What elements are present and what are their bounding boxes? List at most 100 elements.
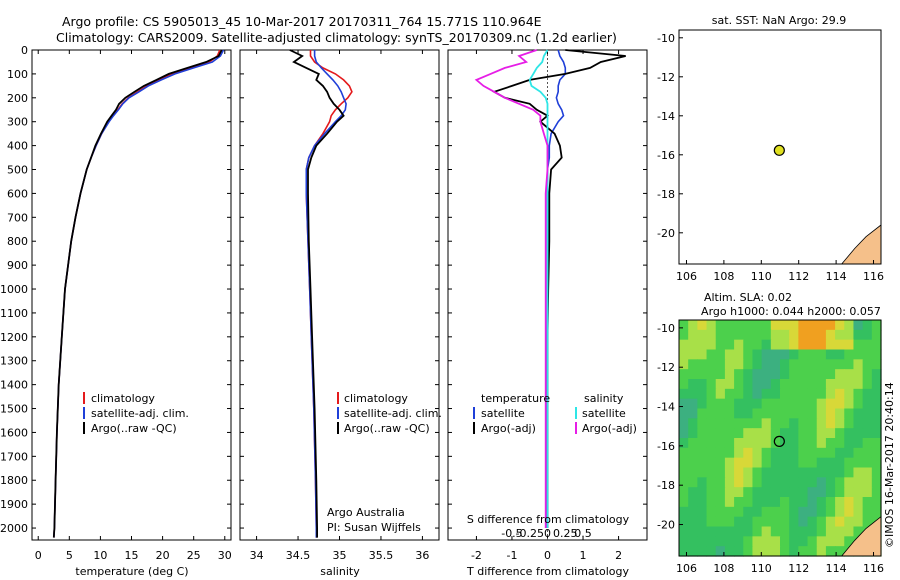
sla-cell <box>770 339 781 351</box>
legend-argo: Argo(..raw -QC) <box>344 422 430 435</box>
sla-cell <box>780 398 790 410</box>
sla-cell <box>724 526 735 537</box>
sla-cell <box>706 477 717 488</box>
sla-cell <box>706 467 717 478</box>
legend-sat: satellite-adj. clim. <box>344 407 442 420</box>
sla-cell <box>724 408 735 419</box>
sla-cell <box>825 329 836 341</box>
sla-cell <box>816 526 827 537</box>
sla-cell <box>715 457 726 469</box>
sla-cell <box>853 329 864 341</box>
lat-tick-label: -20 <box>657 227 675 240</box>
figure-title-line1: Argo profile: CS 5905013_45 10-Mar-2017 … <box>62 14 542 29</box>
sla-cell <box>780 349 790 360</box>
sla-cell <box>825 359 836 370</box>
sla-cell <box>816 516 827 528</box>
sla-cell <box>761 359 772 370</box>
sla-cell <box>789 349 799 360</box>
sla-cell <box>825 339 836 351</box>
sla-cell <box>798 487 809 498</box>
s-tick-label: 0.5 <box>574 527 592 540</box>
sla-cell <box>807 388 818 400</box>
sla-cell <box>724 546 735 557</box>
sla-cell <box>688 536 698 547</box>
sla-cell <box>862 339 873 351</box>
lat-tick-label: -14 <box>657 401 675 414</box>
sla-cell <box>825 546 836 557</box>
sla-cell <box>706 546 717 557</box>
sla-cell <box>743 516 754 528</box>
sla-cell <box>770 467 781 478</box>
sla-cell <box>798 408 809 419</box>
sla-cell <box>697 428 708 439</box>
sla-cell <box>688 477 698 488</box>
sla-cell <box>825 487 836 498</box>
sla-cell <box>835 516 845 528</box>
sla-cell <box>844 428 855 439</box>
sla-cell <box>798 506 809 518</box>
sla-cell <box>752 447 763 459</box>
sla-cell <box>844 457 855 469</box>
sla-cell <box>844 516 855 528</box>
sla-cell <box>734 457 744 469</box>
sla-map-title-line1: Altim. SLA: 0.02 <box>704 291 792 304</box>
sla-cell <box>688 320 698 331</box>
sla-cell <box>789 516 799 528</box>
sla-cell <box>816 428 827 439</box>
sla-cell <box>761 477 772 488</box>
sla-cell <box>697 329 708 341</box>
sla-cell <box>715 516 726 528</box>
sla-cell <box>816 388 827 400</box>
lat-tick-label: -10 <box>657 322 675 335</box>
sla-cell <box>724 379 735 390</box>
sla-cell <box>734 398 744 410</box>
sla-cell <box>862 506 873 518</box>
sla-cell <box>825 369 836 380</box>
sla-cell <box>679 467 689 478</box>
lon-tick-label: 112 <box>788 562 809 575</box>
sla-cell <box>871 477 882 488</box>
x-tick-label: 10 <box>93 549 107 562</box>
x-tick-label: 25 <box>187 549 201 562</box>
sla-cell <box>761 339 772 351</box>
sla-cell <box>816 536 827 547</box>
sla-cell <box>780 467 790 478</box>
depth-tick-label: 1000 <box>0 283 28 296</box>
sla-cell <box>715 546 726 557</box>
sla-cell <box>734 438 744 449</box>
sla-cell <box>816 339 827 351</box>
sla-cell <box>706 339 717 351</box>
sla-cell <box>715 506 726 518</box>
sla-cell <box>724 487 735 498</box>
sla-cell <box>825 536 836 547</box>
sla-cell <box>853 487 864 498</box>
sla-cell <box>734 349 744 360</box>
sla-cell <box>679 487 689 498</box>
sla-cell <box>816 506 827 518</box>
sla-cell <box>706 418 717 429</box>
depth-tick-label: 1700 <box>0 450 28 463</box>
depth-tick-label: 700 <box>7 211 28 224</box>
sla-cell <box>844 329 855 341</box>
sla-cell <box>770 457 781 469</box>
sla-cell <box>697 516 708 528</box>
sla-cell <box>780 339 790 351</box>
lon-tick-label: 114 <box>826 562 847 575</box>
sla-cell <box>844 438 855 449</box>
sla-cell <box>871 408 882 419</box>
sla-cell <box>871 418 882 429</box>
sla-cell <box>752 536 763 547</box>
sla-cell <box>743 349 754 360</box>
depth-tick-label: 1800 <box>0 474 28 487</box>
sla-cell <box>816 349 827 360</box>
sla-cell <box>807 516 818 528</box>
sla-cell <box>807 349 818 360</box>
sla-cell <box>715 379 726 390</box>
sla-cell <box>724 418 735 429</box>
sla-cell <box>743 339 754 351</box>
sla-cell <box>844 447 855 459</box>
sla-cell <box>871 388 882 400</box>
map-frame <box>678 29 882 265</box>
sla-cell <box>697 477 708 488</box>
sla-cell <box>835 388 845 400</box>
